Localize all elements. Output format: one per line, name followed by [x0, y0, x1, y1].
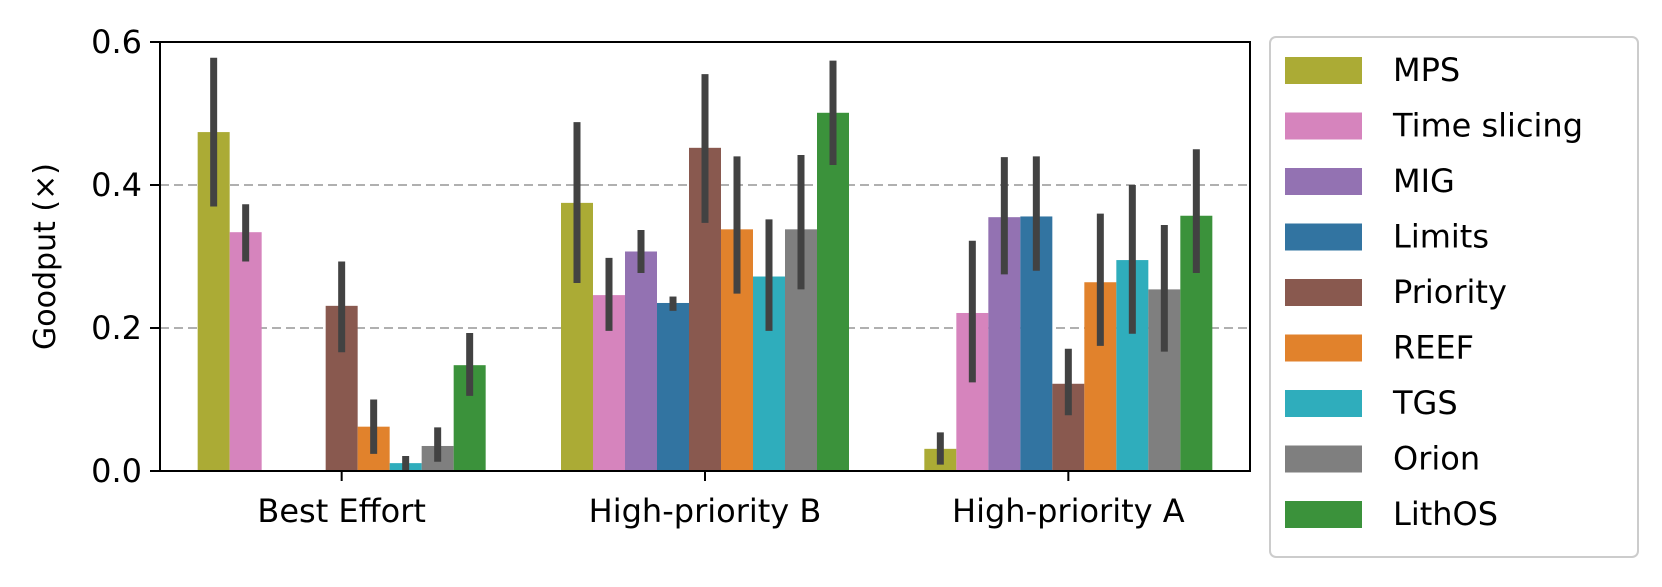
legend-frame	[1269, 36, 1639, 558]
x-tick-label: High-priority A	[952, 492, 1185, 530]
y-axis-label: Goodput (×)	[28, 163, 63, 350]
x-axis-ticks: Best Effort High-priority B High-priority …	[257, 471, 1185, 530]
bar-limits	[657, 302, 689, 471]
x-tick-label: Best Effort	[257, 492, 426, 530]
y-tick-label: 0.6	[91, 23, 142, 61]
legend-swatch-limits	[1285, 223, 1362, 251]
y-tick-label: 0.2	[91, 309, 142, 347]
legend-swatch-mps	[1285, 57, 1362, 84]
legend-swatch-time-slicing	[1285, 112, 1362, 140]
bar-time-slicing	[229, 232, 262, 471]
legend-label: Priority	[1393, 273, 1507, 311]
legend-swatch-lithos	[1285, 501, 1362, 528]
legend-swatch-orion	[1285, 445, 1362, 473]
legend-swatch-priority	[1285, 279, 1362, 306]
legend: MPS Time slicing MIG Limits Priority REEF TGS O…	[1269, 36, 1639, 558]
legend-swatch-reef	[1285, 334, 1362, 362]
legend-label: LithOS	[1393, 495, 1498, 533]
legend-label: REEF	[1393, 329, 1474, 367]
y-axis-ticks: 0.0 0.2 0.4 0.6	[91, 23, 160, 490]
legend-label: MIG	[1393, 162, 1455, 200]
legend-swatch-mig	[1285, 168, 1362, 195]
bar-mig	[625, 251, 657, 471]
legend-swatch-tgs	[1285, 390, 1362, 417]
bar-lithos	[817, 112, 849, 471]
legend-label: Time slicing	[1392, 107, 1583, 145]
legend-label: Orion	[1393, 440, 1480, 478]
x-tick-label: High-priority B	[589, 492, 822, 530]
legend-label: MPS	[1393, 51, 1460, 89]
legend-label: TGS	[1392, 384, 1458, 422]
y-tick-label: 0.0	[91, 452, 142, 490]
error-bars	[210, 57, 1200, 471]
y-tick-label: 0.4	[91, 166, 142, 204]
legend-label: Limits	[1393, 218, 1489, 256]
